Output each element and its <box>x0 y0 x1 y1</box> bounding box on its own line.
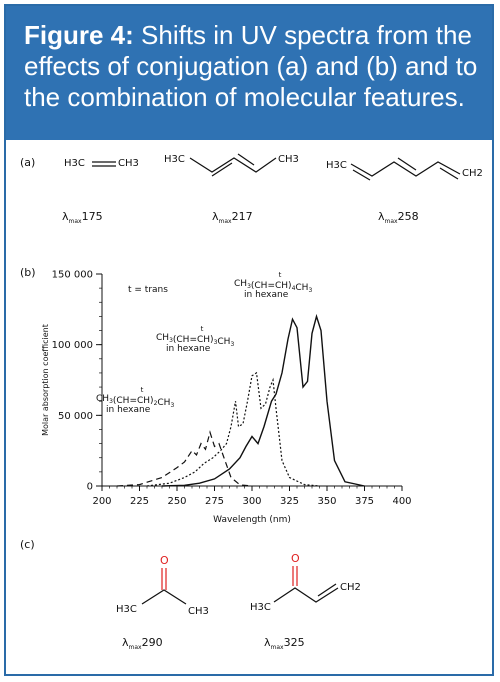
lambda-325: λmax325 <box>264 636 305 652</box>
figure-header: Figure 4: Shifts in UV spectra from the … <box>6 6 492 140</box>
panel-c-structures: O H3C CH3 O H3C CH2 <box>116 552 361 617</box>
curve-label-formula: CH3(CH=CH)3CH3 <box>156 333 234 348</box>
curve-label-formula: CH3(CH=CH)4CH3 <box>234 279 312 294</box>
mol2-chain <box>189 157 277 173</box>
mol3-double-2 <box>397 157 417 171</box>
curve-label-trans-marker: t <box>201 325 204 333</box>
mol5-double <box>317 583 337 597</box>
mol3-left-group: H3C <box>326 160 347 171</box>
figure-title: Figure 4: Shifts in UV spectra from the … <box>24 20 484 113</box>
mol4-right-group: CH3 <box>188 606 209 617</box>
mol1-right-group: CH3 <box>118 158 139 169</box>
x-tick-label: 225 <box>130 496 149 507</box>
x-tick-label: 200 <box>92 496 111 507</box>
mol2-double-1 <box>211 162 233 177</box>
figure-label: Figure 4: <box>24 20 134 50</box>
trans-annotation: t = trans <box>128 285 168 295</box>
mol5-chain <box>273 587 339 603</box>
mol4-oxygen: O <box>160 554 169 567</box>
x-tick-label: 275 <box>205 496 224 507</box>
uv-spectra-chart: 200 225 250 275 300 325 350 375 400 0 50 000 100 00… <box>41 270 412 526</box>
mol2-double-2 <box>237 153 255 166</box>
panel-a-label: (a) <box>20 156 36 169</box>
figure-frame: Figure 4: Shifts in UV spectra from the … <box>4 4 494 676</box>
mol4-chain <box>141 589 187 605</box>
lambda-258: λmax258 <box>378 210 419 226</box>
x-tick-label: 325 <box>280 496 299 507</box>
mol3-right-group: CH2 <box>462 168 483 179</box>
mol5-oxygen: O <box>291 552 300 565</box>
x-tick-label: 375 <box>355 496 374 507</box>
x-tick-label: 350 <box>317 496 336 507</box>
lambda-175: λmax175 <box>62 210 103 226</box>
panel-c-label: (c) <box>20 538 35 551</box>
x-axis-label: Wavelength (nm) <box>213 515 291 525</box>
curve-label-formula: CH3(CH=CH)2CH3 <box>96 394 174 409</box>
panel-a-structures: H3C CH3 H3C CH3 H3C CH2 <box>64 153 483 181</box>
x-tick-label: 300 <box>242 496 261 507</box>
curve-label-solvent: in hexane <box>166 344 211 354</box>
curve-label-solvent: in hexane <box>106 405 151 415</box>
mol3-double-3 <box>439 167 459 180</box>
series-line-2 <box>146 371 320 487</box>
series-line-1 <box>116 430 253 487</box>
mol5-right-group: CH2 <box>340 582 361 593</box>
lambda-290: λmax290 <box>122 636 163 652</box>
curve-label-solvent: in hexane <box>244 290 289 300</box>
mol1-left-group: H3C <box>64 158 85 169</box>
y-axis-label: Molar absorption coefficient <box>41 324 50 436</box>
y-tick-label: 150 000 <box>52 270 93 281</box>
series-line-3 <box>161 313 365 487</box>
x-tick-label: 250 <box>167 496 186 507</box>
mol3-chain <box>350 161 461 177</box>
mol5-left-group: H3C <box>250 602 271 613</box>
figure-caption: Shifts in UV spectra from the effects of… <box>24 20 478 112</box>
x-tick-label: 400 <box>392 496 411 507</box>
mol4-left-group: H3C <box>116 604 137 615</box>
mol2-right-group: CH3 <box>278 154 299 165</box>
panel-b-label: (b) <box>20 266 36 279</box>
curve-label-trans-marker: t <box>141 386 144 394</box>
y-tick-label: 100 000 <box>52 340 93 351</box>
mol3-double-1 <box>352 169 371 181</box>
y-tick-label: 50 000 <box>58 411 93 422</box>
mol2-left-group: H3C <box>164 154 185 165</box>
curve-label-trans-marker: t <box>279 271 282 279</box>
y-tick-label: 0 <box>87 482 93 493</box>
lambda-217: λmax217 <box>212 210 253 226</box>
